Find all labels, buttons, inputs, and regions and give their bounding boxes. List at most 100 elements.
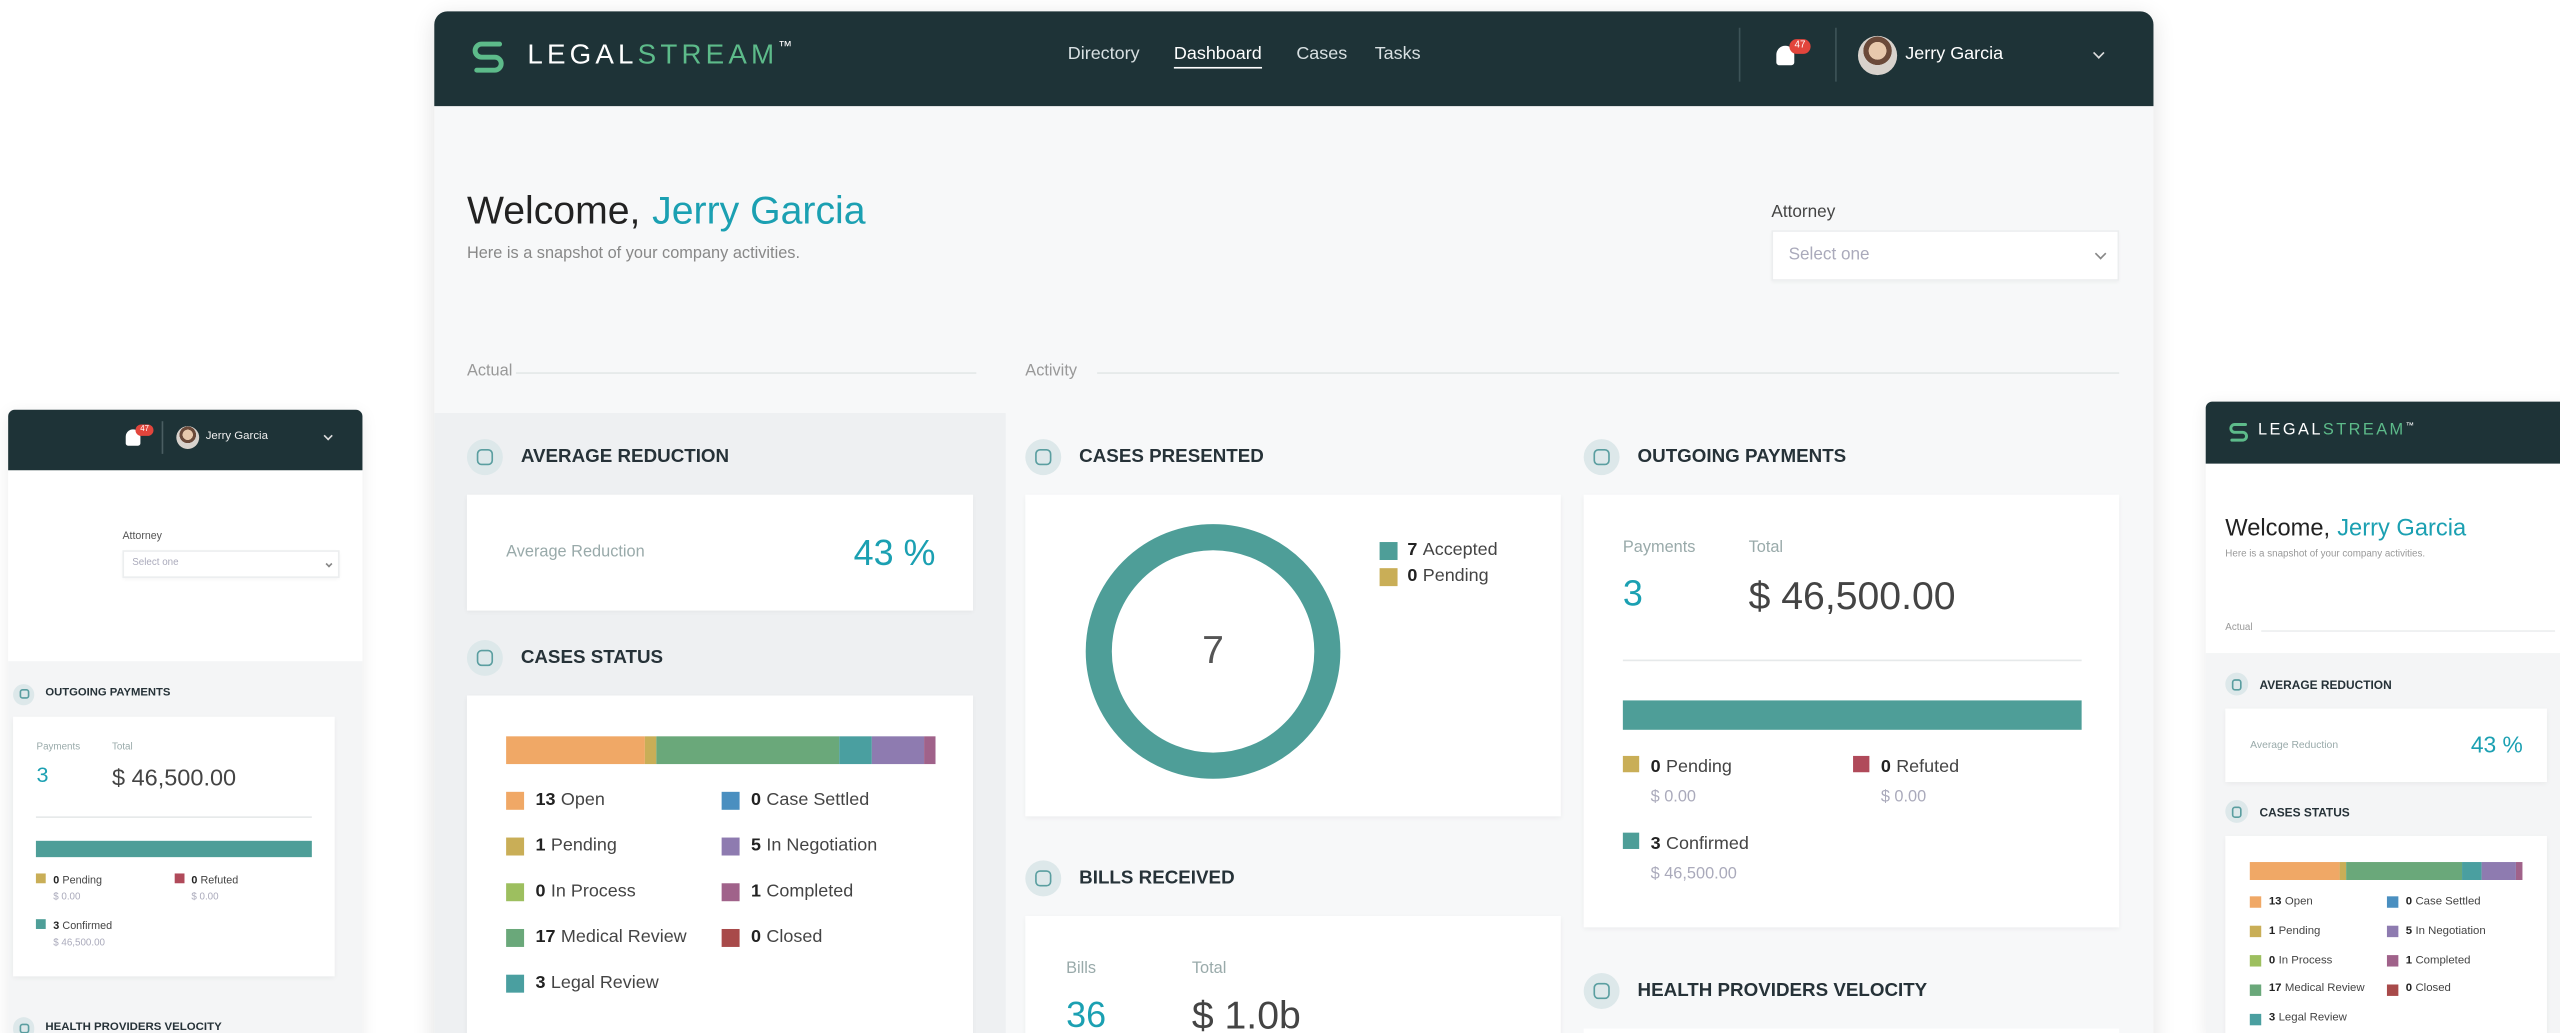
- status-count: 1: [535, 836, 546, 856]
- section-icon: [13, 683, 35, 705]
- section-icon: [1583, 973, 1620, 1009]
- legend-swatch: [1622, 755, 1640, 773]
- card-title: HEALTH PROVIDERS VELOCITY: [45, 1021, 222, 1033]
- payment-label: Confirmed: [1665, 834, 1749, 855]
- nav-link[interactable]: Cases: [1296, 44, 1348, 64]
- section-icon-glyph: [1593, 982, 1610, 1000]
- logo-glyph: [2229, 423, 2248, 442]
- status-count: 0: [2268, 954, 2276, 966]
- brand: LEGAL STREAM ™: [527, 38, 796, 73]
- payment-segment: [1622, 700, 2082, 730]
- presented-item: 7 Accepted: [1407, 541, 1497, 563]
- status-count: 1: [2405, 954, 2413, 966]
- total-label: Total: [111, 742, 133, 753]
- nav-divider: [1738, 27, 1741, 82]
- presented-count: 7: [1407, 540, 1418, 561]
- status-item: 0 In Process: [536, 882, 636, 904]
- section-icon: [2225, 673, 2249, 697]
- attorney-select[interactable]: [122, 550, 340, 578]
- section-icon-glyph: [1035, 870, 1052, 887]
- status-count: 17: [2268, 983, 2282, 995]
- status-count: 13: [535, 790, 556, 811]
- bills-label: Bills: [1066, 959, 1097, 978]
- card-title: AVERAGE REDUCTION: [520, 447, 730, 467]
- status-label: Medical Review: [2284, 983, 2365, 995]
- status-count: 3: [2268, 1012, 2276, 1024]
- legend-swatch: [2387, 897, 2399, 909]
- status-segment: [2345, 861, 2462, 880]
- avatar: [1857, 35, 1898, 76]
- section-icon-glyph: [1593, 448, 1610, 466]
- payment-item: 0 Pending: [1651, 758, 1732, 780]
- status-label: Completed: [2415, 954, 2471, 966]
- legend-swatch: [506, 974, 525, 993]
- welcome-name: Jerry Garcia: [652, 189, 866, 234]
- payment-amount: $ 46,500.00: [1650, 864, 1737, 883]
- section-label: Actual: [466, 362, 513, 381]
- user-name[interactable]: Jerry Garcia: [1905, 44, 2004, 64]
- welcome-subtitle: Here is a snapshot of your company activ…: [466, 244, 800, 263]
- notification-badge: 47: [1789, 39, 1811, 54]
- nav-link[interactable]: Directory: [1067, 44, 1140, 64]
- attorney-select[interactable]: [1771, 230, 2120, 281]
- card: [1025, 915, 1561, 1033]
- status-segment: [2250, 861, 2339, 880]
- welcome-greeting: Welcome,: [466, 189, 641, 234]
- welcome-heading: Welcome, Jerry Garcia: [467, 188, 866, 237]
- legend-swatch: [721, 883, 740, 902]
- card-title: CASES STATUS: [2259, 804, 2350, 820]
- user-name: Jerry Garcia: [205, 430, 268, 442]
- total-label: Total: [1191, 959, 1227, 978]
- card: [1025, 494, 1561, 817]
- welcome-name: Jerry Garcia: [2337, 515, 2467, 543]
- legend-swatch: [36, 919, 47, 930]
- logo-glyph: [472, 41, 504, 73]
- status-count: 3: [535, 973, 546, 993]
- status-item: 5 In Negotiation: [2406, 925, 2486, 939]
- brand-right: STREAM: [637, 39, 779, 71]
- payment-amount: $ 0.00: [1650, 788, 1697, 807]
- status-count: 0: [2405, 896, 2413, 908]
- status-item: 17 Medical Review: [2269, 983, 2365, 997]
- brand-right: STREAM: [2322, 420, 2406, 439]
- status-label: Medical Review: [560, 927, 687, 948]
- payment-count: 0: [53, 874, 60, 887]
- payment-count: 0: [1650, 757, 1661, 778]
- status-item: 5 In Negotiation: [751, 836, 877, 858]
- status-segment: [656, 736, 839, 765]
- divider: [36, 815, 312, 818]
- payment-item: 0 Refuted: [1881, 758, 1959, 780]
- status-item: 1 Pending: [536, 836, 617, 858]
- status-label: Legal Review: [2278, 1012, 2347, 1024]
- nav-link[interactable]: Dashboard: [1173, 44, 1262, 69]
- total-value: $ 46,500.00: [111, 765, 237, 792]
- avg-reduction-value: 43 %: [2470, 731, 2523, 758]
- status-label: In Negotiation: [2415, 925, 2486, 937]
- section-icon-glyph: [18, 689, 29, 700]
- legend-swatch: [1379, 542, 1398, 560]
- status-count: 1: [2268, 925, 2276, 937]
- payment-amount: $ 0.00: [1880, 788, 1927, 807]
- legend-swatch: [1853, 755, 1870, 773]
- payment-label: Confirmed: [62, 920, 113, 933]
- payment-segment: [36, 840, 312, 858]
- legend-swatch: [2250, 955, 2262, 967]
- status-segment: [2461, 861, 2482, 880]
- status-count: 0: [2405, 983, 2413, 995]
- presented-label: Pending: [1422, 566, 1489, 587]
- status-count: 5: [751, 836, 762, 856]
- donut-total: 7: [1202, 628, 1224, 673]
- welcome-heading: Welcome, Jerry Garcia: [2225, 514, 2466, 544]
- section-icon-glyph: [476, 448, 494, 466]
- section-icon: [13, 1017, 35, 1033]
- status-segment: [506, 736, 646, 765]
- logo-icon: [2227, 420, 2250, 443]
- status-label: Case Settled: [2415, 896, 2481, 908]
- legend-swatch: [1622, 832, 1640, 849]
- status-segment: [2338, 861, 2346, 880]
- payment-label: Refuted: [1896, 757, 1960, 778]
- mockup-nav: [2205, 401, 2560, 464]
- nav-link[interactable]: Tasks: [1374, 44, 1421, 64]
- legend-swatch: [721, 928, 740, 947]
